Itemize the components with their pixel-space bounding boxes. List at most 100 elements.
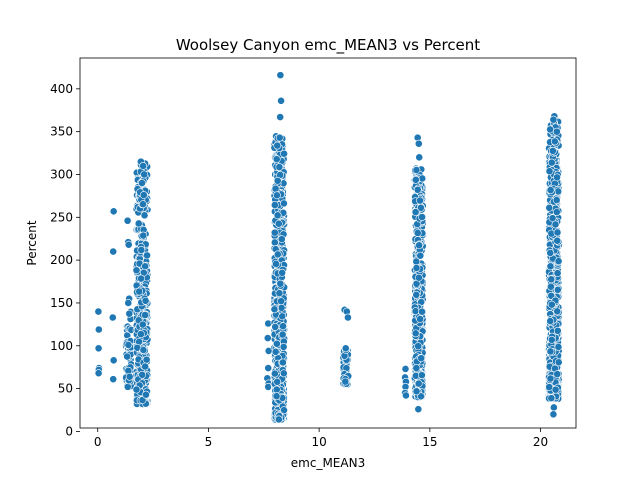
- data-point: [134, 219, 143, 228]
- data-point: [546, 249, 555, 257]
- data-point: [132, 266, 141, 275]
- data-point: [276, 279, 285, 288]
- data-point: [412, 290, 421, 299]
- data-point: [278, 330, 287, 339]
- data-point: [271, 184, 280, 193]
- data-point: [273, 211, 282, 220]
- data-point: [279, 199, 288, 208]
- y-tick-label: 350: [50, 125, 73, 139]
- data-point: [550, 137, 559, 146]
- x-tick-label: 5: [205, 435, 213, 449]
- data-point: [545, 203, 554, 212]
- data-point: [552, 127, 561, 136]
- data-point: [414, 405, 423, 414]
- y-tick-label: 50: [58, 382, 73, 396]
- data-point: [273, 377, 282, 386]
- data-point: [123, 352, 132, 361]
- data-point: [277, 303, 286, 312]
- data-point: [412, 364, 421, 372]
- data-point: [553, 326, 562, 335]
- data-point: [124, 240, 133, 249]
- x-tick-label: 10: [312, 435, 327, 449]
- data-point: [141, 296, 150, 305]
- data-point: [547, 158, 556, 167]
- x-tick-label: 0: [94, 435, 102, 449]
- data-point: [138, 370, 147, 379]
- data-point: [125, 309, 134, 318]
- data-point: [278, 268, 287, 277]
- data-point: [272, 339, 281, 348]
- data-point: [411, 329, 420, 338]
- data-point: [272, 392, 281, 401]
- data-point: [141, 362, 150, 371]
- data-point: [137, 330, 145, 339]
- y-axis-label: Percent: [25, 220, 39, 265]
- data-point: [125, 372, 134, 381]
- data-point: [109, 375, 118, 384]
- y-tick-label: 300: [50, 167, 73, 181]
- data-point: [341, 344, 350, 353]
- data-point: [411, 175, 420, 184]
- data-point: [546, 262, 555, 271]
- data-point: [143, 251, 151, 260]
- data-point: [270, 238, 279, 247]
- data-point: [274, 415, 283, 424]
- data-point: [548, 146, 557, 155]
- data-point: [344, 313, 352, 322]
- data-point: [139, 162, 148, 170]
- data-point: [417, 392, 425, 401]
- data-point: [273, 141, 282, 150]
- data-point: [412, 166, 421, 174]
- data-point: [553, 173, 561, 182]
- data-point: [278, 312, 287, 321]
- data-point: [552, 208, 561, 216]
- data-point: [416, 315, 424, 323]
- data-point: [549, 410, 558, 419]
- data-point: [109, 207, 118, 216]
- data-point: [554, 187, 563, 196]
- data-point: [415, 153, 424, 162]
- data-point: [274, 219, 283, 228]
- data-point: [276, 113, 285, 121]
- data-point: [270, 228, 279, 237]
- y-tick-label: 100: [50, 339, 73, 353]
- data-point: [547, 275, 556, 284]
- data-point: [414, 139, 423, 148]
- data-point: [109, 356, 118, 365]
- data-point: [271, 347, 280, 356]
- data-point: [273, 250, 282, 259]
- data-point: [418, 307, 426, 316]
- data-point: [273, 176, 282, 185]
- data-point: [272, 191, 281, 200]
- data-point: [554, 257, 563, 266]
- data-point: [413, 185, 422, 194]
- data-point: [280, 406, 288, 415]
- data-point: [275, 163, 284, 171]
- data-point: [142, 390, 150, 399]
- data-point: [549, 115, 558, 124]
- data-point: [279, 358, 287, 367]
- data-point: [272, 385, 281, 394]
- data-point: [124, 299, 133, 307]
- data-point: [94, 344, 103, 353]
- data-point: [551, 385, 560, 394]
- data-point: [138, 179, 146, 187]
- data-point: [547, 335, 556, 344]
- data-point: [123, 382, 132, 391]
- data-point: [553, 269, 562, 278]
- data-point: [546, 186, 555, 194]
- data-point: [417, 354, 426, 363]
- data-point: [272, 155, 281, 164]
- data-point: [139, 346, 148, 354]
- data-point: [263, 334, 272, 342]
- data-point: [279, 369, 288, 378]
- data-point: [553, 370, 562, 379]
- data-point: [271, 323, 280, 331]
- data-point: [108, 313, 117, 322]
- data-point: [412, 264, 421, 272]
- data-point: [416, 196, 424, 205]
- data-point: [548, 214, 557, 223]
- y-axis-ticks: 0 50 100 150 200 250 300 350 400: [50, 82, 80, 438]
- data-point: [124, 341, 133, 349]
